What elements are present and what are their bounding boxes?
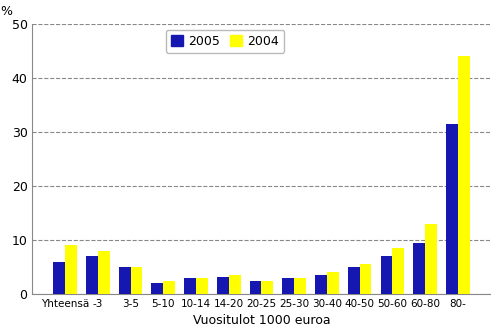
Bar — [360, 264, 372, 294]
Bar — [53, 262, 65, 294]
Bar — [229, 275, 241, 294]
Bar — [425, 224, 437, 294]
Legend: 2005, 2004: 2005, 2004 — [166, 30, 284, 53]
Bar — [315, 275, 327, 294]
Text: %: % — [0, 5, 12, 18]
Bar — [98, 251, 110, 294]
Bar — [217, 277, 229, 294]
Bar — [151, 283, 163, 294]
Bar — [458, 56, 470, 294]
Bar — [249, 280, 261, 294]
Bar — [130, 267, 142, 294]
Bar — [392, 248, 404, 294]
Bar — [282, 278, 294, 294]
Bar — [196, 278, 208, 294]
Bar — [163, 280, 175, 294]
Bar — [184, 278, 196, 294]
X-axis label: Vuositulot 1000 euroa: Vuositulot 1000 euroa — [192, 314, 330, 327]
Bar — [65, 245, 77, 294]
Bar — [86, 256, 98, 294]
Bar — [348, 267, 360, 294]
Bar — [294, 278, 306, 294]
Bar — [413, 243, 425, 294]
Bar — [327, 272, 339, 294]
Bar — [261, 280, 273, 294]
Bar — [446, 124, 458, 294]
Bar — [119, 267, 130, 294]
Bar — [380, 256, 392, 294]
